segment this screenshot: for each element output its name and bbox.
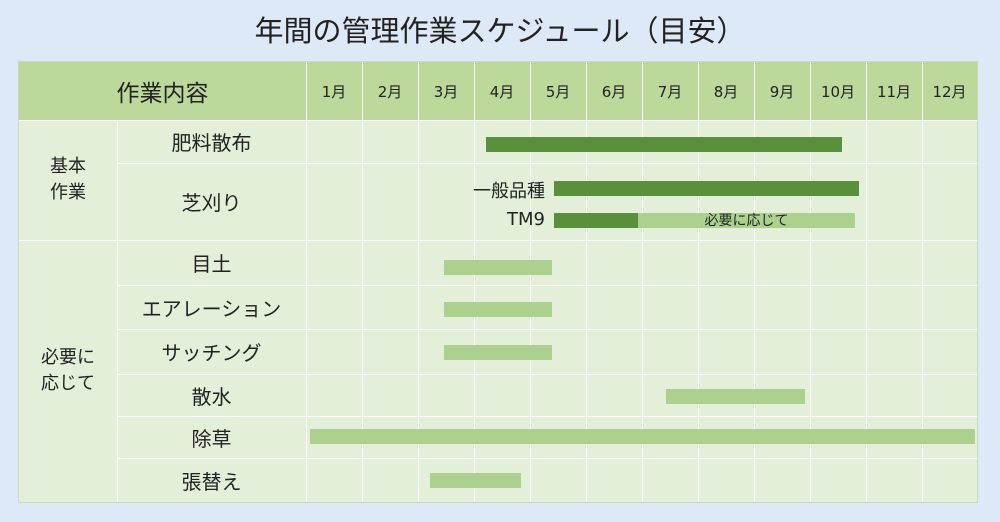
- page-title: 年間の管理作業スケジュール（目安）: [254, 14, 746, 48]
- month-6: 6月: [601, 82, 627, 101]
- grid-line: [530, 62, 531, 502]
- month-11: 11月: [876, 82, 912, 101]
- mowing-tm9-label: TM9: [507, 209, 545, 230]
- bar-aeration: [444, 302, 552, 317]
- month-3: 3月: [433, 82, 459, 101]
- grid-line: [117, 416, 977, 417]
- grid-line: [117, 374, 977, 375]
- grid-line: [810, 62, 811, 502]
- month-5: 5月: [545, 82, 571, 101]
- bar-topdressing: [444, 260, 552, 275]
- grid-line: [698, 62, 699, 502]
- month-2: 2月: [377, 82, 403, 101]
- month-7: 7月: [657, 82, 683, 101]
- task-replanting: 張替え: [181, 469, 242, 494]
- grid-line: [586, 62, 587, 502]
- grid-line: [117, 120, 118, 502]
- grid-line: [362, 62, 363, 502]
- bar-mowing-tm9-as-needed: [638, 213, 855, 228]
- month-4: 4月: [489, 82, 515, 101]
- bar-fertilizer: [486, 137, 842, 152]
- mowing-general-label: 一般品種: [473, 181, 545, 202]
- grid-line: [866, 62, 867, 502]
- grid-line: [306, 62, 307, 502]
- task-watering: 散水: [191, 384, 232, 409]
- bar-mowing-tm9: [554, 213, 638, 228]
- category-as-needed: 必要に 応じて: [41, 347, 95, 394]
- grid-line: [922, 62, 923, 502]
- month-10: 10月: [820, 82, 856, 101]
- schedule-table: 作業内容 1月 2月 3月 4月 5月 6月 7月 8月 9月 10月 11月 …: [18, 61, 978, 503]
- table-header: [19, 62, 977, 120]
- grid-line: [474, 62, 475, 502]
- task-mowing: 芝刈り: [181, 191, 242, 215]
- month-1: 1月: [321, 82, 347, 101]
- task-thatching: サッチング: [161, 341, 262, 365]
- grid-line: [19, 240, 977, 241]
- grid-line: [117, 285, 977, 286]
- bar-thatching: [444, 345, 552, 360]
- grid-line: [117, 163, 977, 164]
- bar-replanting: [430, 473, 521, 488]
- month-9: 9月: [769, 82, 795, 101]
- month-12: 12月: [932, 82, 967, 101]
- grid-line: [754, 62, 755, 502]
- task-weeding: 除草: [191, 426, 232, 451]
- header-label: 作業内容: [116, 81, 209, 107]
- bar-mowing-general: [554, 181, 859, 196]
- mowing-tm9-note: 必要に応じて: [704, 213, 789, 229]
- grid-line: [117, 458, 977, 459]
- task-aeration: エアレーション: [141, 296, 282, 321]
- grid-line: [19, 120, 977, 121]
- bar-weeding: [310, 429, 975, 444]
- bar-watering: [666, 389, 805, 404]
- grid-line: [117, 329, 977, 330]
- task-topdressing: 目土: [191, 252, 232, 276]
- grid-line: [418, 62, 419, 502]
- category-basic: 基本 作業: [50, 156, 86, 203]
- task-fertilizer: 肥料散布: [171, 131, 252, 155]
- month-8: 8月: [713, 82, 739, 101]
- grid-line: [642, 62, 643, 502]
